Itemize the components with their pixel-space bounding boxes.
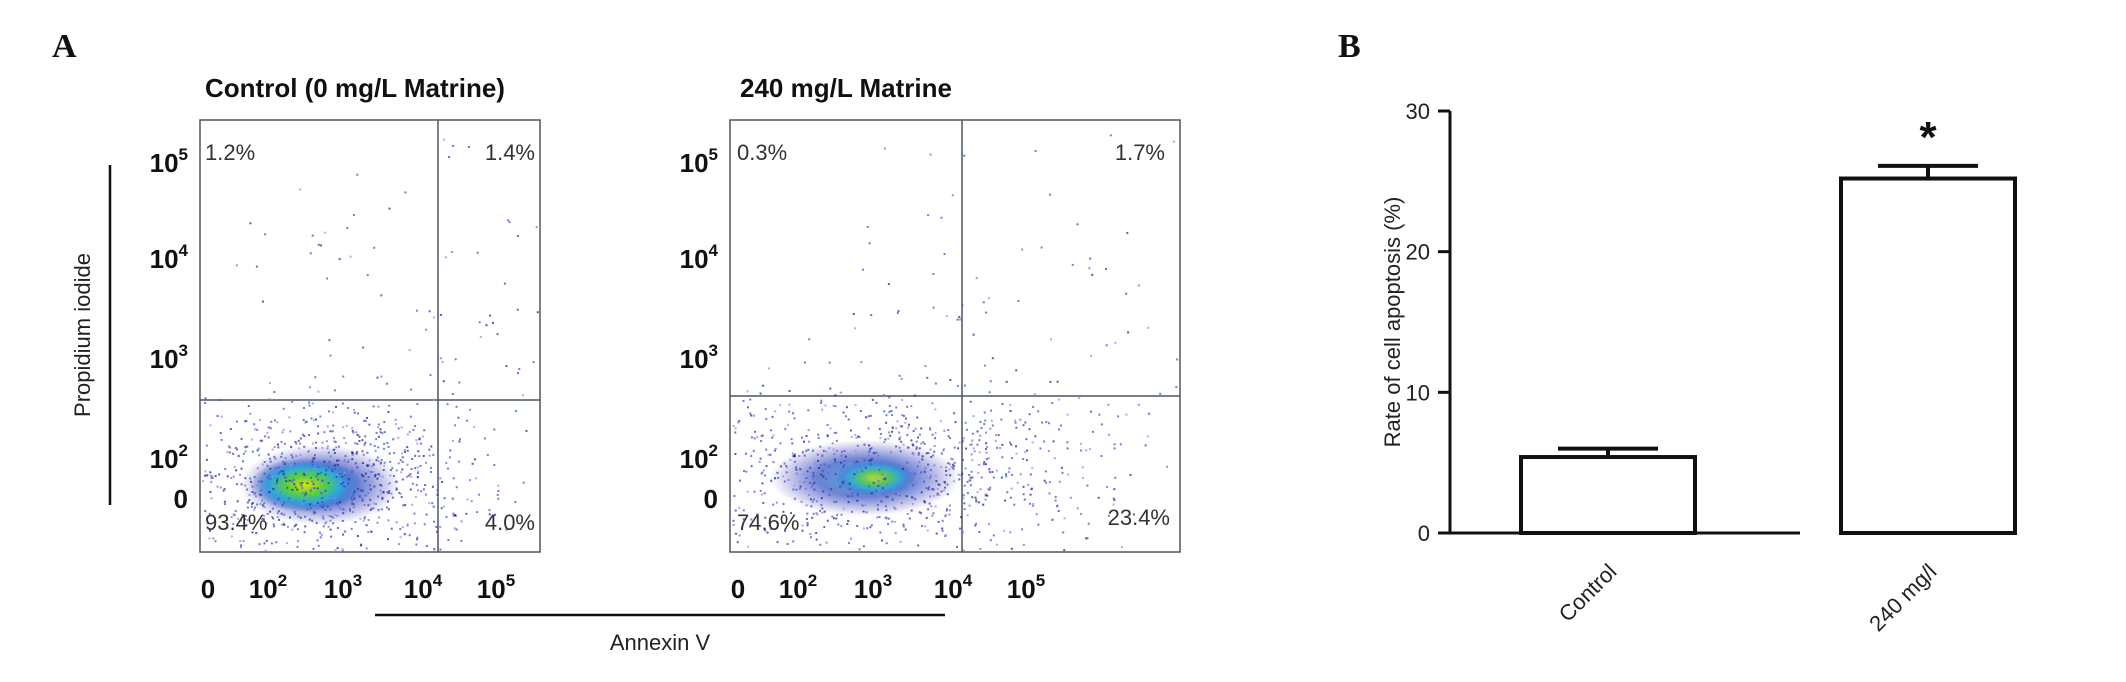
quadrant-lower-right: 4.0% [485, 510, 535, 535]
x-tick-label: 0 [731, 574, 745, 604]
plot-frame [729, 119, 1181, 553]
flow-plot-matrine: 240 mg/L Matrine 0.3% 1.7% 74.6% 23.4% 1… [680, 73, 1181, 604]
y-tick-label: 105 [680, 145, 718, 178]
x-axis-title: Annexin V [610, 630, 711, 655]
y-tick-label: 104 [150, 241, 189, 274]
quadrant-upper-right: 1.7% [1115, 140, 1165, 165]
plot-title: Control (0 mg/L Matrine) [205, 73, 505, 103]
y-axis-label: Rate of cell apoptosis (%) [1380, 197, 1405, 448]
plot-title: 240 mg/L Matrine [740, 73, 952, 103]
quadrant-upper-left: 1.2% [205, 140, 255, 165]
event-cloud [732, 134, 1179, 552]
x-tick-label: 240 mg/l [1864, 559, 1941, 636]
y-tick-label: 0 [174, 484, 188, 514]
y-tick-label: 102 [680, 441, 718, 474]
x-tick-label: 103 [854, 571, 892, 604]
quadrant-lower-left: 93.4% [205, 510, 267, 535]
flow-plot-control: Control (0 mg/L Matrine) 1.2% 1.4% 93.4%… [150, 73, 541, 604]
apoptosis-bar-chart: 0 10 20 30 Rate of cell apoptosis (%) Control… [1380, 99, 2017, 636]
x-tick-label: 102 [249, 571, 287, 604]
y-tick-label: 20 [1406, 240, 1430, 265]
y-tick-label: 0 [1418, 521, 1430, 546]
y-tick-label: 105 [150, 145, 188, 178]
panel-a-label: A [52, 28, 77, 65]
quadrant-upper-right: 1.4% [485, 140, 535, 165]
panel-b-label: B [1338, 28, 1361, 65]
quadrant-upper-left: 0.3% [737, 140, 787, 165]
quadrant-lower-right: 23.4% [1108, 505, 1170, 530]
x-tick-label: 104 [934, 571, 973, 604]
x-tick-label: Control [1554, 559, 1622, 627]
x-tick-label: 105 [477, 571, 515, 604]
bar-matrine [1839, 176, 2017, 536]
y-tick-label: 10 [1406, 380, 1430, 405]
x-tick-label: 104 [404, 571, 443, 604]
x-tick-label: 102 [779, 571, 817, 604]
y-tick-label: 0 [704, 484, 718, 514]
y-tick-label: 103 [150, 341, 188, 374]
y-tick-label: 104 [680, 241, 719, 274]
y-tick-label: 103 [680, 341, 718, 374]
event-cloud [202, 138, 539, 552]
plot-frame [199, 119, 541, 553]
y-tick-label: 30 [1406, 99, 1430, 124]
bar-control [1519, 455, 1697, 536]
significance-marker: * [1919, 113, 1937, 162]
y-axis-title: Propidium iodide [70, 253, 95, 417]
y-tick-label: 102 [150, 441, 188, 474]
quadrant-lower-left: 74.6% [737, 510, 799, 535]
x-tick-label: 105 [1007, 571, 1045, 604]
x-tick-label: 103 [324, 571, 362, 604]
x-tick-label: 0 [201, 574, 215, 604]
